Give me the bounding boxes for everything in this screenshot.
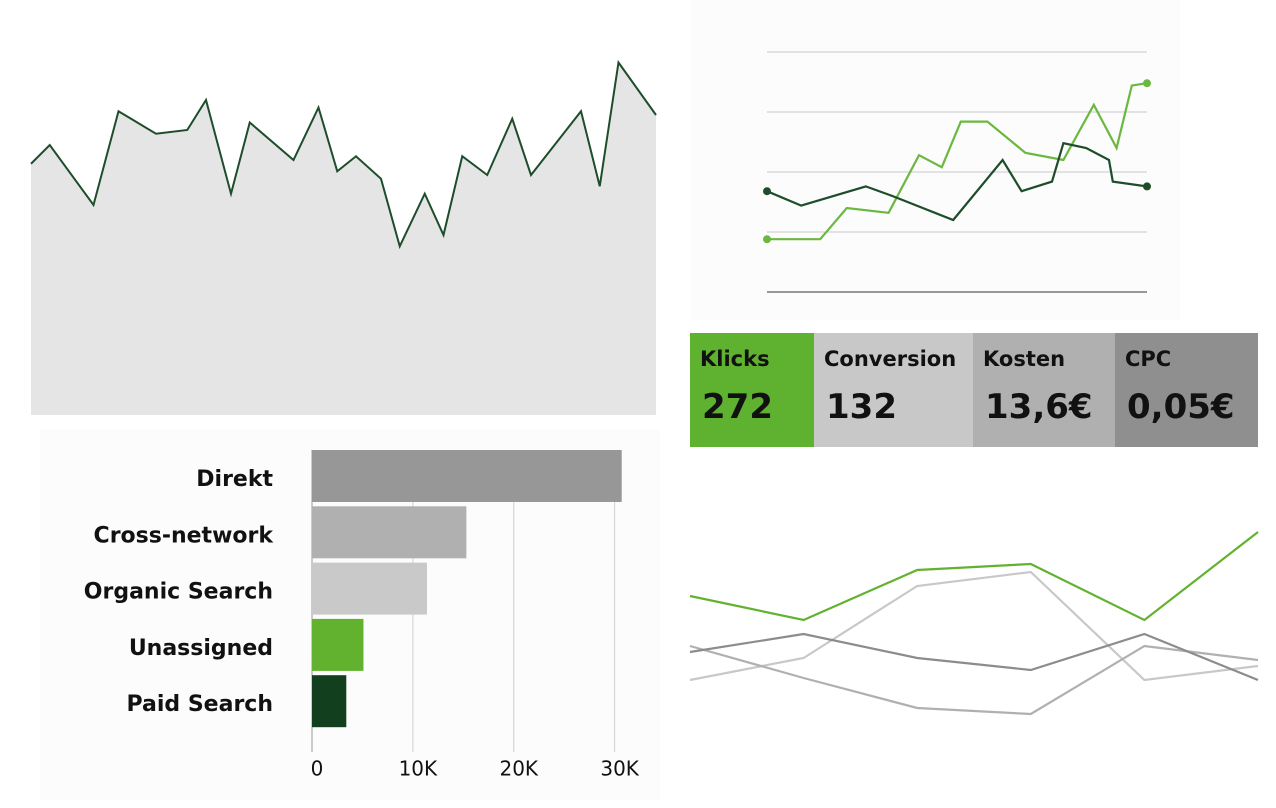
kpi-value: 272 bbox=[702, 387, 773, 427]
bar bbox=[312, 506, 467, 559]
series-line bbox=[689, 632, 1259, 682]
bar bbox=[312, 450, 622, 502]
category-label: Cross-network bbox=[94, 523, 275, 548]
bar bbox=[312, 618, 364, 671]
endpoint-marker bbox=[1143, 182, 1151, 191]
category-label: Direkt bbox=[196, 467, 273, 492]
kpi-value: 13,6€ bbox=[985, 387, 1093, 427]
category-label: Paid Search bbox=[127, 692, 274, 717]
series-line bbox=[689, 531, 1259, 622]
category-label: Unassigned bbox=[129, 636, 273, 661]
kpi-label: Klicks bbox=[700, 347, 770, 371]
x-tick-label: 20K bbox=[499, 757, 538, 781]
endpoint-marker bbox=[763, 187, 771, 196]
kpi-value: 132 bbox=[826, 387, 897, 427]
endpoint-marker bbox=[763, 235, 771, 244]
kpi-tile: Klicks 272 bbox=[690, 333, 814, 447]
kpi-value: 0,05€ bbox=[1127, 387, 1235, 427]
series-line bbox=[766, 141, 1148, 222]
category-label: Organic Search bbox=[84, 580, 273, 605]
bar bbox=[312, 675, 347, 728]
series-line bbox=[689, 644, 1259, 716]
kpi-label: CPC bbox=[1125, 347, 1172, 371]
kpi-label: Conversion bbox=[824, 347, 957, 371]
series-line bbox=[767, 82, 1148, 241]
series-line bbox=[689, 570, 1259, 682]
panel bbox=[690, 0, 1180, 320]
x-tick-label: 30K bbox=[600, 757, 639, 781]
kpi-label: Kosten bbox=[983, 347, 1066, 371]
area-fill bbox=[31, 62, 656, 415]
endpoint-marker bbox=[1143, 79, 1151, 88]
kpi-tile: CPC 0,05€ bbox=[1115, 333, 1258, 447]
bar bbox=[312, 562, 428, 615]
area-line bbox=[30, 59, 657, 250]
x-tick-label: 0 bbox=[311, 757, 324, 781]
x-tick-label: 10K bbox=[399, 757, 438, 781]
kpi-tile: Kosten 13,6€ bbox=[973, 333, 1115, 447]
kpi-tile: Conversion 132 bbox=[814, 333, 973, 447]
